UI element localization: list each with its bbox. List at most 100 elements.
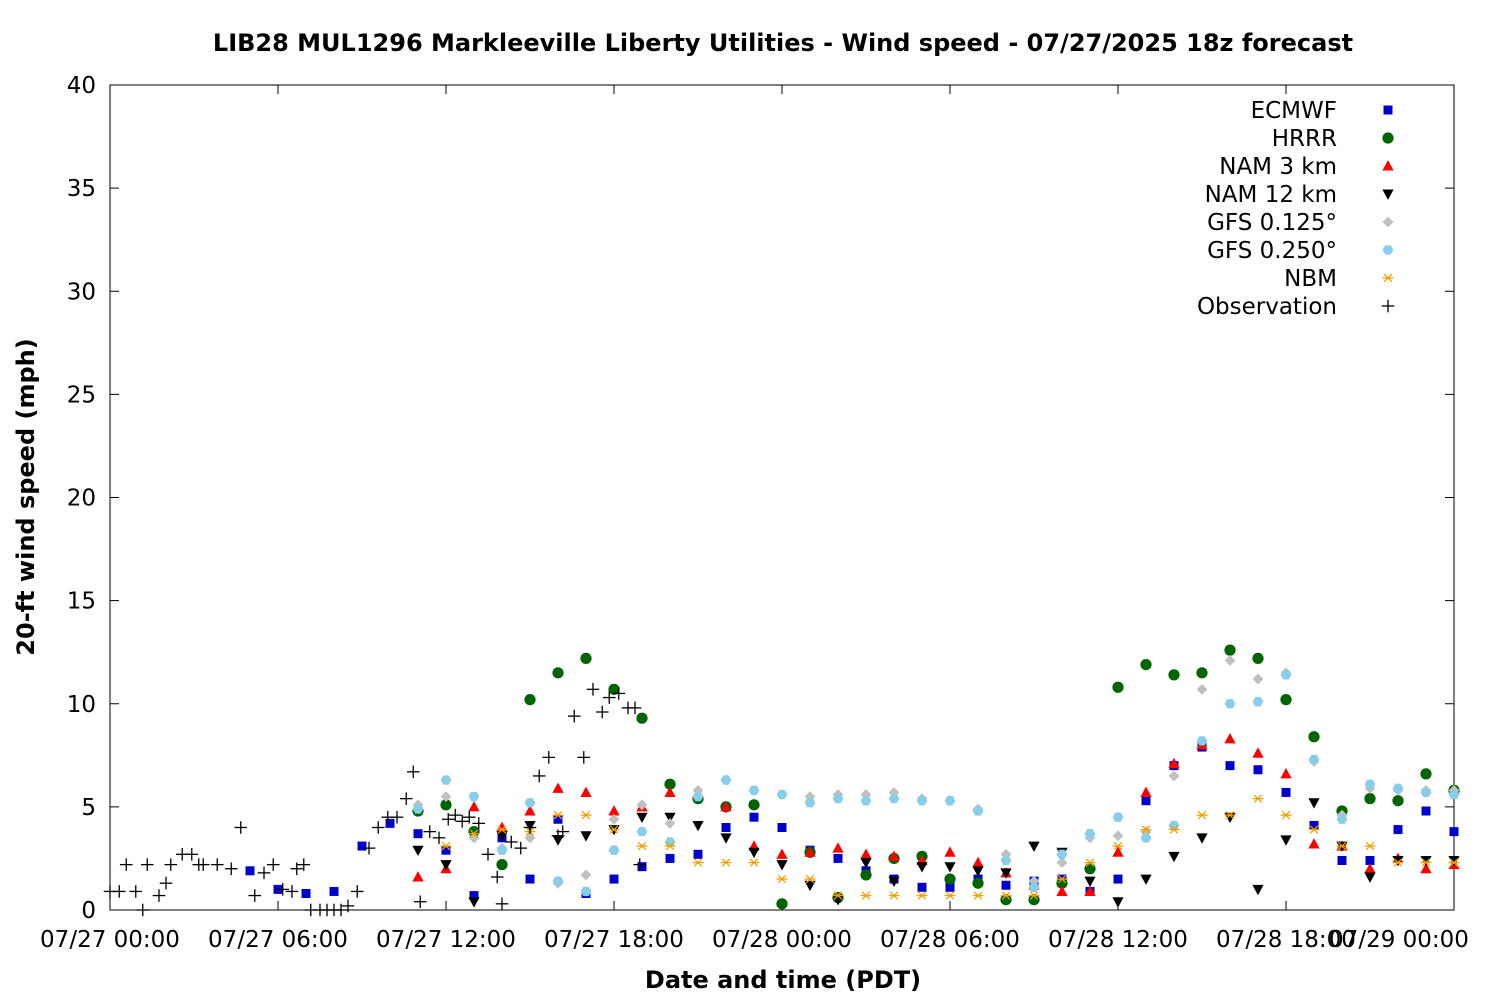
data-point-gfs-0-250 <box>720 775 732 785</box>
legend-label-nam-12-km: NAM 12 km <box>1205 182 1337 208</box>
data-point-nbm <box>1168 825 1180 834</box>
data-point-nam-3-km <box>580 786 592 797</box>
data-point-nam-12-km <box>972 866 984 877</box>
data-point-nam-3-km <box>832 842 844 853</box>
data-point-observation <box>210 858 224 871</box>
series-nam-12-km <box>412 798 1460 908</box>
data-point-observation <box>432 831 446 845</box>
data-point-observation <box>112 885 126 898</box>
data-point-gfs-0-250 <box>860 796 872 806</box>
data-point-observation <box>556 825 570 838</box>
data-point-gfs-0-125 <box>608 813 620 825</box>
data-point-ecmwf <box>413 829 423 839</box>
data-point-observation <box>481 848 495 861</box>
data-point-observation <box>234 821 248 834</box>
data-point-gfs-0-250 <box>1364 779 1376 789</box>
y-axis-label: 20-ft wind speed (mph) <box>12 338 40 655</box>
legend-marker-nbm <box>1382 273 1394 283</box>
data-point-hrrr <box>1308 731 1320 743</box>
data-point-hrrr <box>1168 669 1180 681</box>
data-point-observation <box>612 687 626 700</box>
data-point-nbm <box>832 891 844 900</box>
data-point-gfs-0-250 <box>1392 783 1404 793</box>
legend-label-gfs-0-125: GFS 0.125° <box>1207 210 1337 236</box>
data-point-nam-12-km <box>916 862 928 873</box>
data-point-hrrr <box>972 877 984 889</box>
x-tick-label: 07/27 12:00 <box>376 927 516 953</box>
data-point-observation <box>371 821 385 834</box>
y-tick-label: 20 <box>67 486 96 512</box>
y-tick-label: 35 <box>67 176 96 202</box>
data-point-ecmwf <box>1001 880 1011 890</box>
data-point-observation <box>257 866 271 880</box>
data-point-observation <box>159 876 173 890</box>
data-point-gfs-0-250 <box>1308 754 1320 765</box>
data-point-hrrr <box>580 652 592 664</box>
x-tick-label: 07/28 06:00 <box>880 927 1020 953</box>
data-point-hrrr <box>664 778 676 790</box>
data-point-ecmwf <box>945 882 955 892</box>
data-point-gfs-0-250 <box>1224 699 1236 709</box>
data-point-gfs-0-250 <box>412 804 424 814</box>
data-point-gfs-0-250 <box>524 798 536 808</box>
data-point-nam-12-km <box>860 858 872 869</box>
data-point-observation <box>441 812 455 826</box>
data-point-observation <box>290 862 304 876</box>
data-point-gfs-0-250 <box>1252 697 1264 707</box>
data-point-nbm <box>552 810 564 820</box>
data-point-nam-3-km <box>720 801 732 812</box>
data-point-gfs-0-125 <box>440 791 452 802</box>
data-point-hrrr <box>468 826 480 838</box>
data-point-nbm <box>1420 858 1432 867</box>
data-point-ecmwf <box>301 889 311 898</box>
data-point-hrrr <box>944 873 956 885</box>
data-point-nbm <box>1252 794 1264 803</box>
series-gfs-0-250 <box>412 670 1460 897</box>
data-point-nam-12-km <box>412 845 424 857</box>
data-point-nbm <box>1224 810 1236 820</box>
x-tick-label: 07/27 18:00 <box>544 927 684 953</box>
data-point-gfs-0-125 <box>1056 857 1068 868</box>
data-point-nam-12-km <box>1140 874 1152 885</box>
data-point-gfs-0-125 <box>468 832 480 844</box>
data-point-gfs-0-250 <box>776 789 788 800</box>
data-point-observation <box>334 903 348 917</box>
data-point-nam-12-km <box>804 880 816 892</box>
data-point-gfs-0-250 <box>608 845 620 855</box>
data-point-nam-3-km <box>468 801 480 812</box>
data-point-nam-3-km <box>1168 757 1180 769</box>
data-point-gfs-0-125 <box>1252 673 1264 685</box>
data-point-nbm <box>1196 810 1208 820</box>
data-point-gfs-0-250 <box>692 791 704 802</box>
data-point-hrrr <box>1252 652 1264 664</box>
data-point-nam-3-km <box>944 846 956 857</box>
data-point-nbm <box>1140 825 1152 834</box>
data-point-nam-12-km <box>636 812 648 824</box>
data-point-gfs-0-125 <box>1196 683 1208 695</box>
legend-label-gfs-0-250: GFS 0.250° <box>1207 238 1337 264</box>
data-point-ecmwf <box>245 866 255 876</box>
data-point-nbm <box>636 841 648 851</box>
data-point-hrrr <box>636 712 648 724</box>
data-point-observation <box>341 899 355 913</box>
data-point-nam-3-km <box>552 782 564 793</box>
data-point-nbm <box>1448 858 1460 867</box>
data-point-nam-12-km <box>692 820 704 832</box>
data-point-gfs-0-125 <box>1168 770 1180 782</box>
data-point-nam-12-km <box>888 876 900 887</box>
data-point-nbm <box>692 858 704 867</box>
legend-label-nbm: NBM <box>1284 266 1337 292</box>
data-point-gfs-0-250 <box>1336 814 1348 824</box>
data-point-nbm <box>860 891 872 900</box>
data-point-nbm <box>468 829 480 838</box>
data-point-nam-12-km <box>1392 856 1404 867</box>
data-point-nam-12-km <box>580 831 592 842</box>
data-point-gfs-0-250 <box>636 826 648 837</box>
data-point-nam-3-km <box>888 850 900 861</box>
data-point-nam-12-km <box>1280 835 1292 846</box>
data-point-gfs-0-125 <box>1112 830 1124 842</box>
data-point-ecmwf <box>553 814 563 824</box>
legend-label-nam-3-km: NAM 3 km <box>1219 154 1337 180</box>
data-point-gfs-0-250 <box>1084 829 1096 839</box>
